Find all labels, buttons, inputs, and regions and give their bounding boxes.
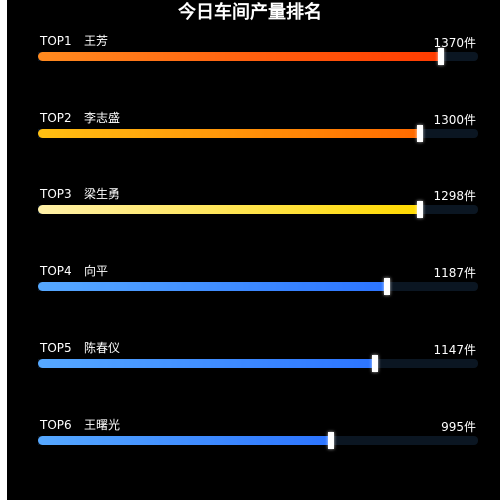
- rank-label: TOP3: [40, 187, 72, 201]
- bar-track: [38, 48, 478, 65]
- bar-track: [38, 432, 478, 449]
- bar-fill: [38, 129, 420, 138]
- bar-end-marker: [417, 201, 423, 218]
- worker-name: 陈春仪: [84, 341, 121, 355]
- ranking-row: TOP1 王芳 1370件: [0, 34, 500, 74]
- rank-label: TOP5: [40, 341, 72, 355]
- bar-end-marker: [384, 278, 390, 295]
- worker-name: 李志盛: [84, 111, 121, 125]
- bar-end-marker: [438, 48, 444, 65]
- output-value: 1300件: [433, 113, 476, 127]
- bar-track: [38, 125, 478, 142]
- worker-name: 王曙光: [84, 418, 121, 432]
- worker-name: 梁生勇: [84, 187, 121, 201]
- bar-fill: [38, 52, 441, 61]
- output-value: 995件: [441, 420, 476, 434]
- bar-end-marker: [417, 125, 423, 142]
- rank-label: TOP1: [40, 34, 72, 48]
- output-value: 1370件: [433, 36, 476, 50]
- ranking-row: TOP4 向平 1187件: [0, 264, 500, 304]
- rank-label: TOP4: [40, 264, 72, 278]
- bar-fill: [38, 436, 331, 445]
- ranking-row: TOP5 陈春仪 1147件: [0, 341, 500, 381]
- bar-track: [38, 278, 478, 295]
- output-value: 1187件: [433, 266, 476, 280]
- output-value: 1298件: [433, 189, 476, 203]
- ranking-row: TOP2 李志盛 1300件: [0, 111, 500, 151]
- bar-track: [38, 355, 478, 372]
- ranking-row: TOP3 梁生勇 1298件: [0, 187, 500, 227]
- chart-title: 今日车间产量排名: [178, 2, 322, 23]
- bar-track: [38, 201, 478, 218]
- worker-name: 王芳: [84, 34, 109, 48]
- bar-fill: [38, 205, 420, 214]
- bar-end-marker: [372, 355, 378, 372]
- bar-fill: [38, 282, 387, 291]
- worker-name: 向平: [84, 264, 109, 278]
- rank-label: TOP2: [40, 111, 72, 125]
- bar-end-marker: [328, 432, 334, 449]
- output-value: 1147件: [433, 343, 476, 357]
- chart-panel: [7, 0, 500, 500]
- rank-label: TOP6: [40, 418, 72, 432]
- bar-fill: [38, 359, 375, 368]
- ranking-row: TOP6 王曙光 995件: [0, 418, 500, 458]
